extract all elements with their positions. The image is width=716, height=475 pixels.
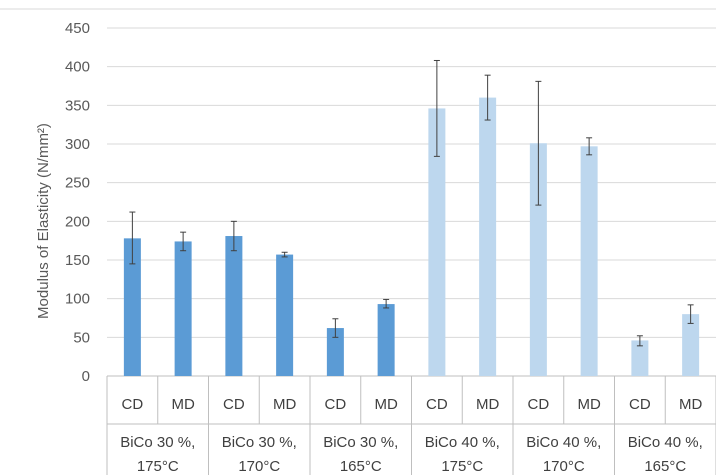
y-tick-label: 50 <box>73 329 90 346</box>
x-group-label-line2: 175°C <box>137 458 179 475</box>
y-tick-label: 250 <box>65 175 90 192</box>
x-subcategory-label: MD <box>273 396 296 413</box>
y-tick-label: 450 <box>65 20 90 37</box>
y-tick-label: 150 <box>65 252 90 269</box>
gridlines <box>107 27 716 377</box>
x-subcategory-label: CD <box>629 396 651 413</box>
bar <box>580 146 598 376</box>
y-tick-label: 300 <box>65 136 90 153</box>
bar <box>326 328 344 376</box>
x-group-label-line1: BiCo 30 %, <box>120 434 195 451</box>
x-group-label-line1: BiCo 40 %, <box>628 434 703 451</box>
x-group-label-line1: BiCo 40 %, <box>425 434 500 451</box>
bar <box>631 340 649 376</box>
x-group-label-line2: 175°C <box>441 458 483 475</box>
x-group-label-line2: 170°C <box>238 458 280 475</box>
x-subcategory-label: MD <box>679 396 702 413</box>
bar <box>428 108 446 376</box>
x-group-label-line2: 165°C <box>644 458 686 475</box>
y-tick-label: 100 <box>65 291 90 308</box>
y-tick-label: 350 <box>65 97 90 114</box>
x-subcategory-label: CD <box>223 396 245 413</box>
x-group-label-line1: BiCo 30 %, <box>323 434 398 451</box>
x-subcategory-label: MD <box>374 396 397 413</box>
y-tick-label: 0 <box>82 368 90 385</box>
bar <box>529 143 547 376</box>
x-group-label-line1: BiCo 40 %, <box>526 434 601 451</box>
y-tick-label: 400 <box>65 59 90 76</box>
bar <box>225 236 243 376</box>
x-group-label-line1: BiCo 30 %, <box>222 434 297 451</box>
bar <box>123 238 141 376</box>
y-tick-label: 200 <box>65 213 90 230</box>
x-axis: CD MD BiCo 30 %, 175°C CD MD BiCo 30 %, 170°C CD… <box>106 376 716 475</box>
bar <box>276 254 294 376</box>
x-subcategory-label: MD <box>577 396 600 413</box>
bars <box>123 59 700 376</box>
x-subcategory-label: CD <box>122 396 144 413</box>
x-subcategory-label: CD <box>325 396 347 413</box>
y-axis-title: Modulus of Elasticity (N/mm²) <box>35 123 52 319</box>
x-subcategory-label: MD <box>171 396 194 413</box>
bar <box>682 314 700 376</box>
bar <box>479 97 497 376</box>
x-subcategory-label: CD <box>528 396 550 413</box>
x-group-label-line2: 170°C <box>543 458 585 475</box>
bar <box>377 304 395 376</box>
x-subcategory-label: MD <box>476 396 499 413</box>
bar <box>174 241 192 376</box>
y-axis-ticks: 0 50 100 150 200 250 300 350 400 450 <box>65 20 90 385</box>
x-group-label-line2: 165°C <box>340 458 382 475</box>
x-subcategory-label: CD <box>426 396 448 413</box>
